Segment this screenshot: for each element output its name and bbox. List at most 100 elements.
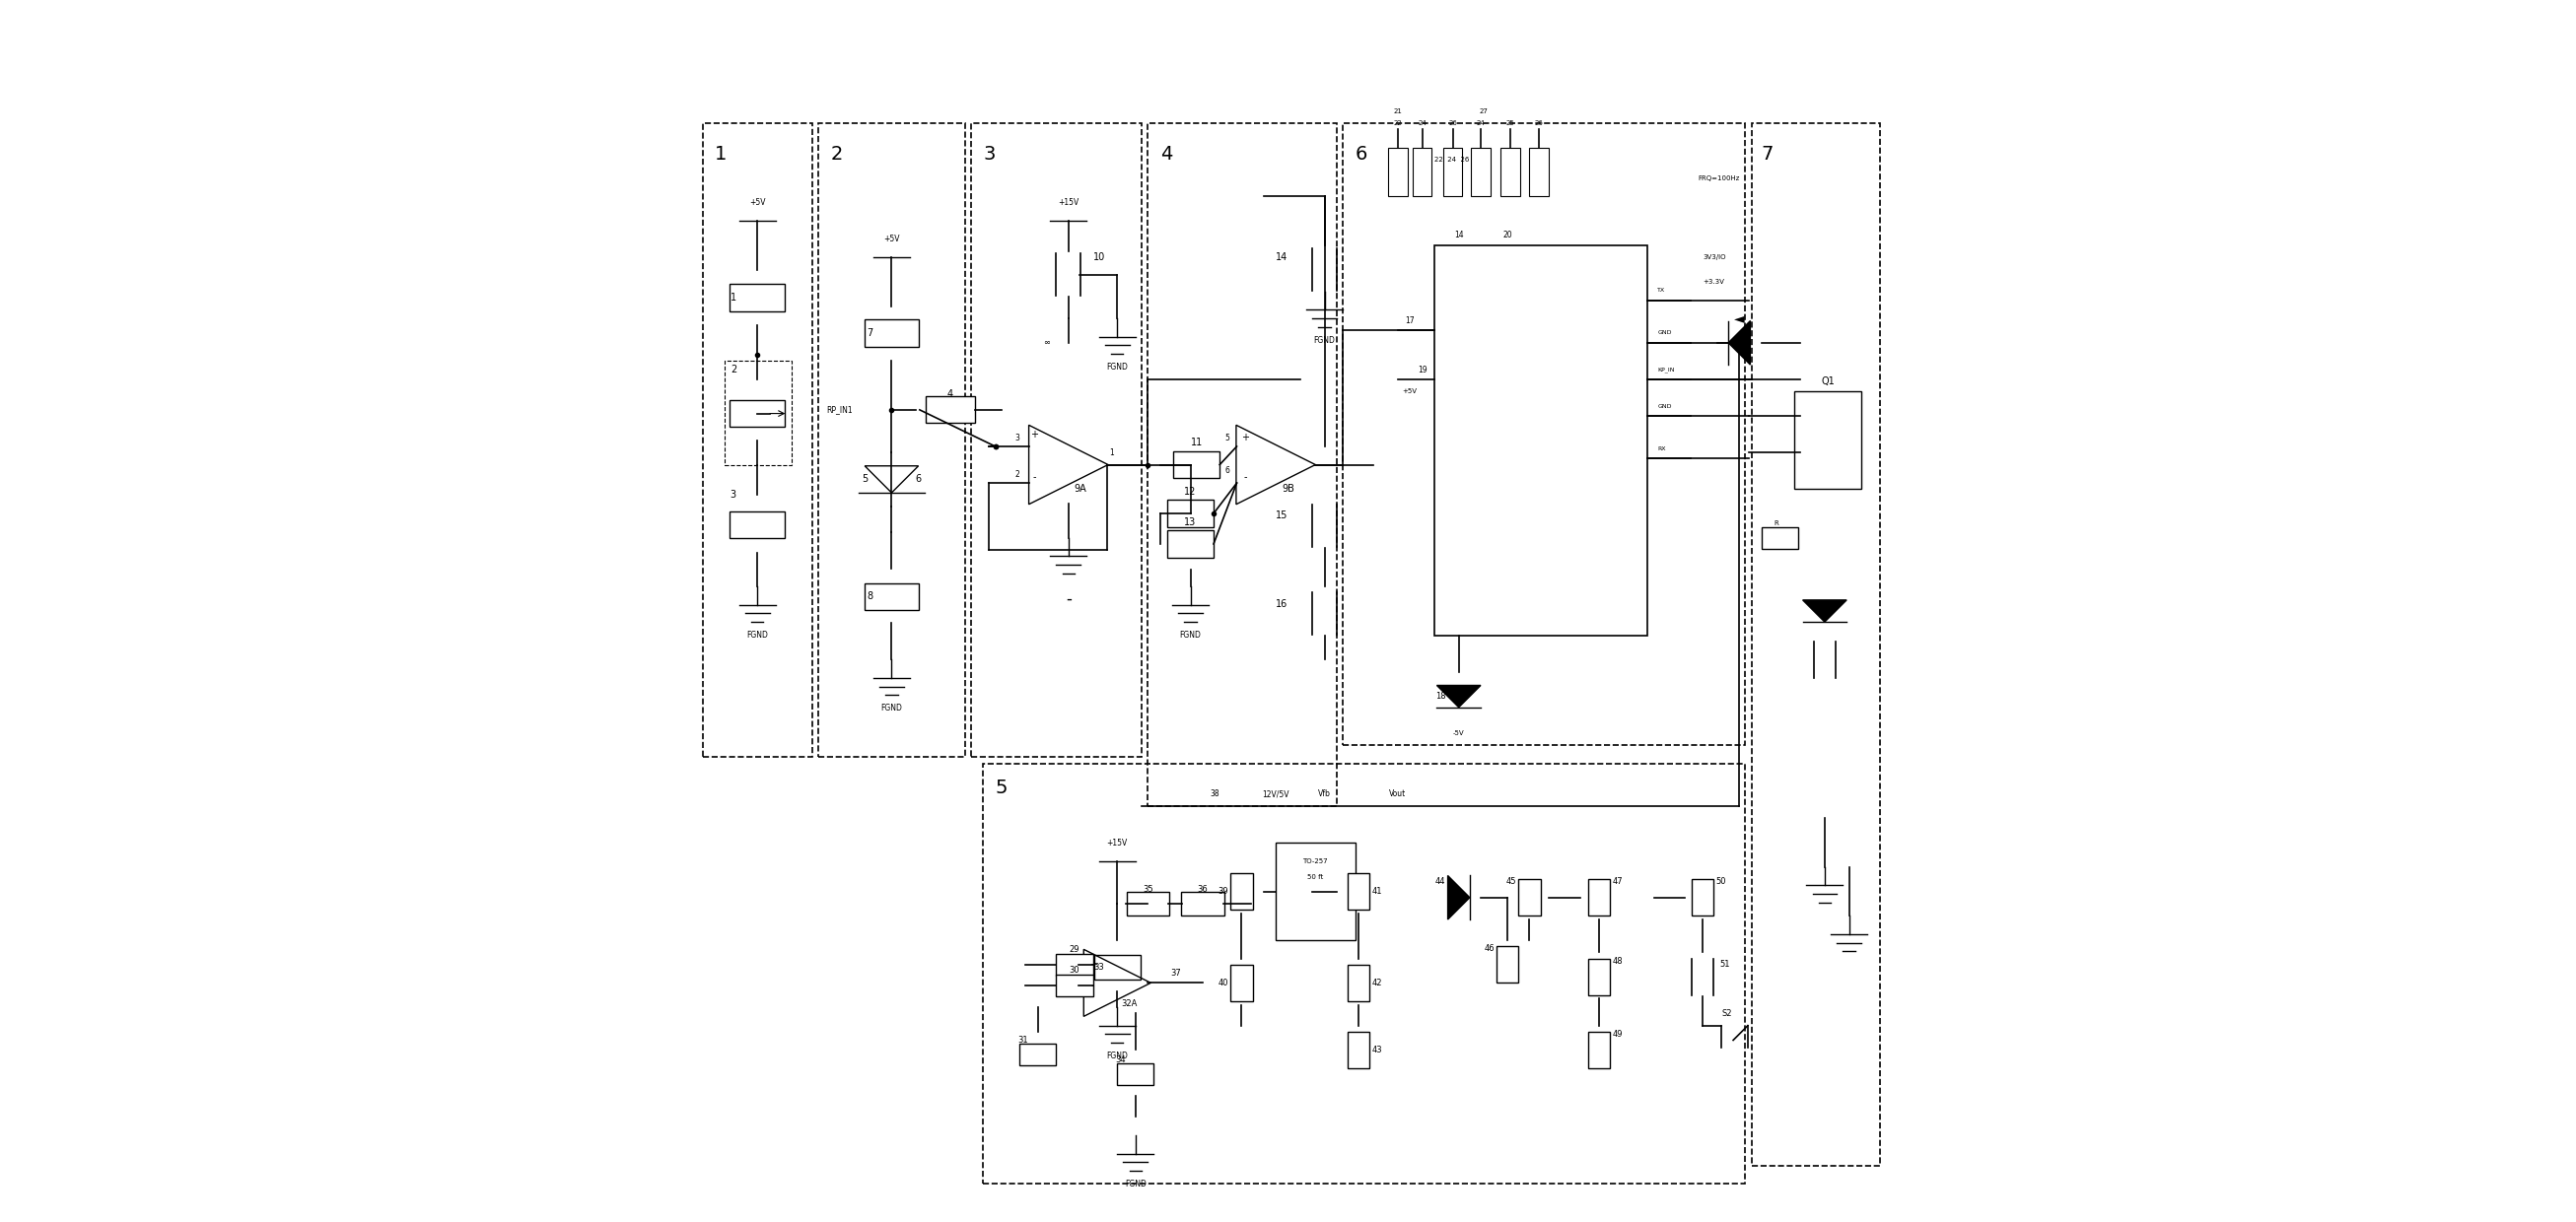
Text: Vfb: Vfb [1319, 789, 1332, 798]
Text: 29: 29 [1069, 946, 1079, 954]
Text: 17: 17 [1406, 316, 1414, 325]
Text: 38: 38 [1211, 789, 1218, 798]
Bar [925, 396, 974, 423]
Text: 50 ft: 50 ft [1306, 874, 1324, 880]
Bar [1056, 974, 1092, 996]
Text: -: - [1244, 472, 1247, 481]
Text: 40: 40 [1218, 979, 1229, 987]
Text: 15: 15 [1275, 511, 1288, 521]
Text: FGND: FGND [747, 631, 768, 640]
Text: 27: 27 [1479, 108, 1486, 114]
Bar [1497, 946, 1517, 982]
Bar [1530, 148, 1548, 197]
Text: 30: 30 [1069, 967, 1079, 975]
Bar [1412, 148, 1432, 197]
Bar [1587, 958, 1610, 995]
Text: ◄: ◄ [1734, 312, 1744, 325]
Text: 12: 12 [1185, 486, 1195, 496]
Text: 39: 39 [1218, 887, 1229, 896]
Text: +: + [1090, 959, 1097, 969]
Text: 35: 35 [1144, 885, 1154, 893]
Bar [984, 764, 1747, 1184]
Text: +: + [1030, 429, 1038, 439]
Text: 22  24  26: 22 24 26 [1435, 156, 1468, 163]
Text: FGND: FGND [1108, 363, 1128, 371]
Text: -: - [1033, 472, 1036, 481]
Text: 44: 44 [1435, 877, 1445, 886]
Bar [729, 285, 786, 312]
Text: S2: S2 [1721, 1009, 1731, 1018]
Text: 36: 36 [1198, 885, 1208, 893]
Text: 41: 41 [1373, 887, 1383, 896]
Bar [1587, 1031, 1610, 1068]
Bar [1149, 123, 1337, 807]
Bar [863, 583, 920, 610]
Text: 1: 1 [714, 144, 726, 164]
Bar [1762, 527, 1798, 549]
Text: TX: TX [1656, 288, 1667, 293]
Text: 3V3/IO: 3V3/IO [1703, 254, 1726, 260]
Text: FGND: FGND [1126, 1179, 1146, 1189]
Bar [724, 360, 791, 464]
Text: 12V/5V: 12V/5V [1262, 789, 1291, 798]
Text: +5V: +5V [884, 235, 899, 243]
Text: 34: 34 [1115, 1056, 1126, 1064]
Bar [1118, 1063, 1154, 1085]
Bar [1793, 391, 1862, 489]
Text: RX: RX [1656, 446, 1667, 451]
Bar [1347, 874, 1370, 909]
Text: 4: 4 [948, 389, 953, 398]
Bar [1347, 1031, 1370, 1068]
Bar [1347, 964, 1370, 1001]
Text: GND: GND [1656, 403, 1672, 408]
Polygon shape [1728, 321, 1749, 364]
Text: 51: 51 [1718, 960, 1731, 969]
Text: 3: 3 [729, 490, 737, 500]
Text: -5V: -5V [1453, 730, 1466, 736]
Text: ∞: ∞ [1043, 338, 1051, 347]
Text: 6: 6 [914, 474, 922, 484]
Bar [729, 511, 786, 538]
Text: +: + [1242, 433, 1249, 442]
Text: +15V: +15V [1059, 198, 1079, 207]
Bar [1231, 874, 1252, 909]
Bar [863, 320, 920, 346]
Text: 45: 45 [1507, 877, 1517, 886]
Text: 25: 25 [1507, 120, 1515, 126]
Text: 49: 49 [1613, 1030, 1623, 1039]
Text: 47: 47 [1613, 877, 1623, 886]
Text: 7: 7 [866, 327, 873, 338]
Polygon shape [1448, 876, 1471, 919]
Text: 3: 3 [984, 144, 994, 164]
Bar [703, 123, 811, 758]
Text: 33: 33 [1095, 963, 1105, 971]
Text: 2: 2 [1015, 470, 1020, 479]
Text: 46: 46 [1484, 945, 1494, 953]
Text: FGND: FGND [1180, 631, 1200, 640]
Bar [1182, 891, 1224, 915]
Bar [1517, 880, 1540, 915]
Text: 24: 24 [1417, 120, 1427, 126]
Text: FGND: FGND [1314, 336, 1334, 345]
Bar [1443, 148, 1463, 197]
Bar [1587, 880, 1610, 915]
Text: Vout: Vout [1388, 789, 1406, 798]
Text: FGND: FGND [881, 704, 902, 712]
Text: +3.3V: +3.3V [1703, 279, 1723, 285]
Text: -: - [1066, 590, 1072, 607]
Bar [1231, 964, 1252, 1001]
Text: 6: 6 [1355, 144, 1368, 164]
Bar [1692, 880, 1713, 915]
Text: 19: 19 [1417, 365, 1427, 374]
Text: 8: 8 [866, 591, 873, 601]
Bar [1095, 954, 1141, 979]
Text: 5: 5 [863, 474, 868, 484]
Text: 9A: 9A [1074, 484, 1087, 494]
Text: 20: 20 [1502, 231, 1512, 240]
Text: -: - [1092, 980, 1095, 990]
Bar [1471, 148, 1492, 197]
Text: TO-257: TO-257 [1303, 858, 1327, 864]
Text: 48: 48 [1613, 957, 1623, 965]
Text: RP_IN1: RP_IN1 [827, 406, 853, 414]
Bar [1499, 148, 1520, 197]
